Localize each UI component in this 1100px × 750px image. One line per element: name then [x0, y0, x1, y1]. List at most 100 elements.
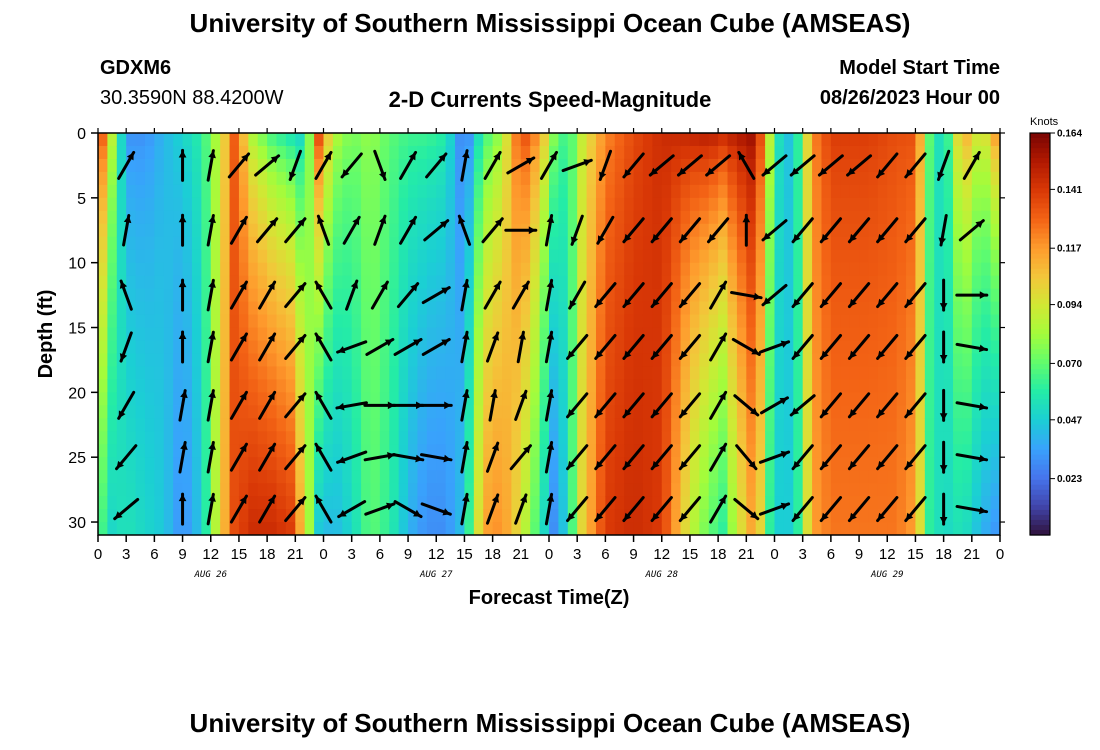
heatmap-cell [830, 133, 841, 147]
heatmap-cell [323, 133, 334, 147]
heatmap-cell [323, 522, 334, 535]
heatmap-cell [746, 262, 757, 277]
heatmap-cell [755, 210, 766, 225]
heatmap-cell [924, 158, 935, 173]
heatmap-cell [314, 133, 325, 147]
heatmap-cell [295, 223, 306, 238]
heatmap-cell [201, 522, 212, 535]
current-arrow [509, 444, 532, 471]
heatmap-cell [285, 470, 296, 484]
heatmap-cell [840, 236, 851, 251]
heatmap-cell [718, 470, 729, 484]
heatmap-cell [229, 392, 240, 406]
heatmap-cell [840, 197, 851, 212]
heatmap-cell [971, 418, 982, 432]
heatmap-cell [943, 327, 954, 342]
heatmap-cell [314, 158, 325, 173]
heatmap-cell [135, 483, 146, 497]
heatmap-cell [220, 405, 231, 419]
heatmap-cell [840, 340, 851, 355]
heatmap-cell [248, 353, 259, 368]
heatmap-cell [971, 509, 982, 523]
heatmap-cell [577, 327, 588, 342]
heatmap-cell [398, 288, 409, 303]
heatmap-cell [539, 470, 550, 484]
heatmap-cell [520, 340, 531, 355]
heatmap-cell [436, 145, 447, 160]
heatmap-cell [126, 223, 137, 238]
heatmap-cell [633, 366, 644, 380]
heatmap-cell [511, 366, 522, 380]
heatmap-cell [924, 184, 935, 199]
heatmap-cell [464, 457, 475, 471]
heatmap-cell [285, 314, 296, 329]
heatmap-cell [586, 223, 597, 238]
heatmap-cell [680, 392, 691, 406]
heatmap-cell [248, 158, 259, 173]
heatmap-cell [642, 133, 653, 147]
heatmap-cell [755, 133, 766, 147]
heatmap-cell [577, 509, 588, 523]
heatmap-cell [220, 275, 231, 290]
heatmap-cell [642, 457, 653, 471]
heatmap-cell [981, 457, 992, 471]
heatmap-cell [220, 301, 231, 316]
heatmap-cell [267, 249, 278, 264]
heatmap-cell [238, 522, 249, 535]
heatmap-cell [765, 314, 776, 329]
heatmap-cell [774, 223, 785, 238]
heatmap-cell [361, 418, 372, 432]
heatmap-cell [887, 379, 898, 393]
current-arrow [706, 217, 730, 244]
heatmap-cell [107, 288, 118, 303]
heatmap-cell [821, 275, 832, 290]
heatmap-cell [370, 509, 381, 523]
heatmap-cell [671, 133, 682, 147]
heatmap-cell [370, 197, 381, 212]
heatmap-cell [473, 444, 484, 458]
heatmap-cell [567, 314, 578, 329]
heatmap-cell [793, 353, 804, 368]
heatmap-cell [464, 262, 475, 277]
current-arrow [337, 500, 367, 519]
heatmap-cell [830, 275, 841, 290]
heatmap-cell [173, 275, 184, 290]
heatmap-cell [605, 509, 616, 523]
heatmap-cell [116, 392, 127, 406]
heatmap-cell [220, 327, 231, 342]
heatmap-cell [812, 418, 823, 432]
heatmap-cell [708, 483, 719, 497]
heatmap-cell [182, 275, 193, 290]
heatmap-cell [802, 158, 813, 173]
heatmap-cell [163, 275, 174, 290]
heatmap-cell [586, 184, 597, 199]
heatmap-cell [624, 210, 635, 225]
heatmap-cell [915, 340, 926, 355]
heatmap-cell [558, 223, 569, 238]
heatmap-cell [116, 262, 127, 277]
heatmap-cell [896, 249, 907, 264]
heatmap-cell [492, 470, 503, 484]
heatmap-cell [220, 483, 231, 497]
current-arrow [876, 333, 899, 360]
heatmap-cell [887, 353, 898, 368]
current-arrow [514, 389, 528, 421]
heatmap-cell [492, 509, 503, 523]
heatmap-cell [652, 133, 663, 147]
heatmap-cell [783, 223, 794, 238]
heatmap-cell [408, 262, 419, 277]
heatmap-cell [455, 314, 466, 329]
heatmap-cell [408, 457, 419, 471]
heatmap-cell [455, 197, 466, 212]
current-arrow [678, 333, 702, 360]
heatmap-cell [135, 184, 146, 199]
heatmap-cell [539, 314, 550, 329]
heatmap-cell [154, 275, 165, 290]
heatmap-cell [257, 249, 268, 264]
heatmap-cell [295, 301, 306, 316]
heatmap-cell [426, 418, 437, 432]
current-arrow [314, 150, 333, 180]
heatmap-cell [107, 405, 118, 419]
current-arrow [544, 278, 555, 312]
heatmap-cell [577, 262, 588, 277]
